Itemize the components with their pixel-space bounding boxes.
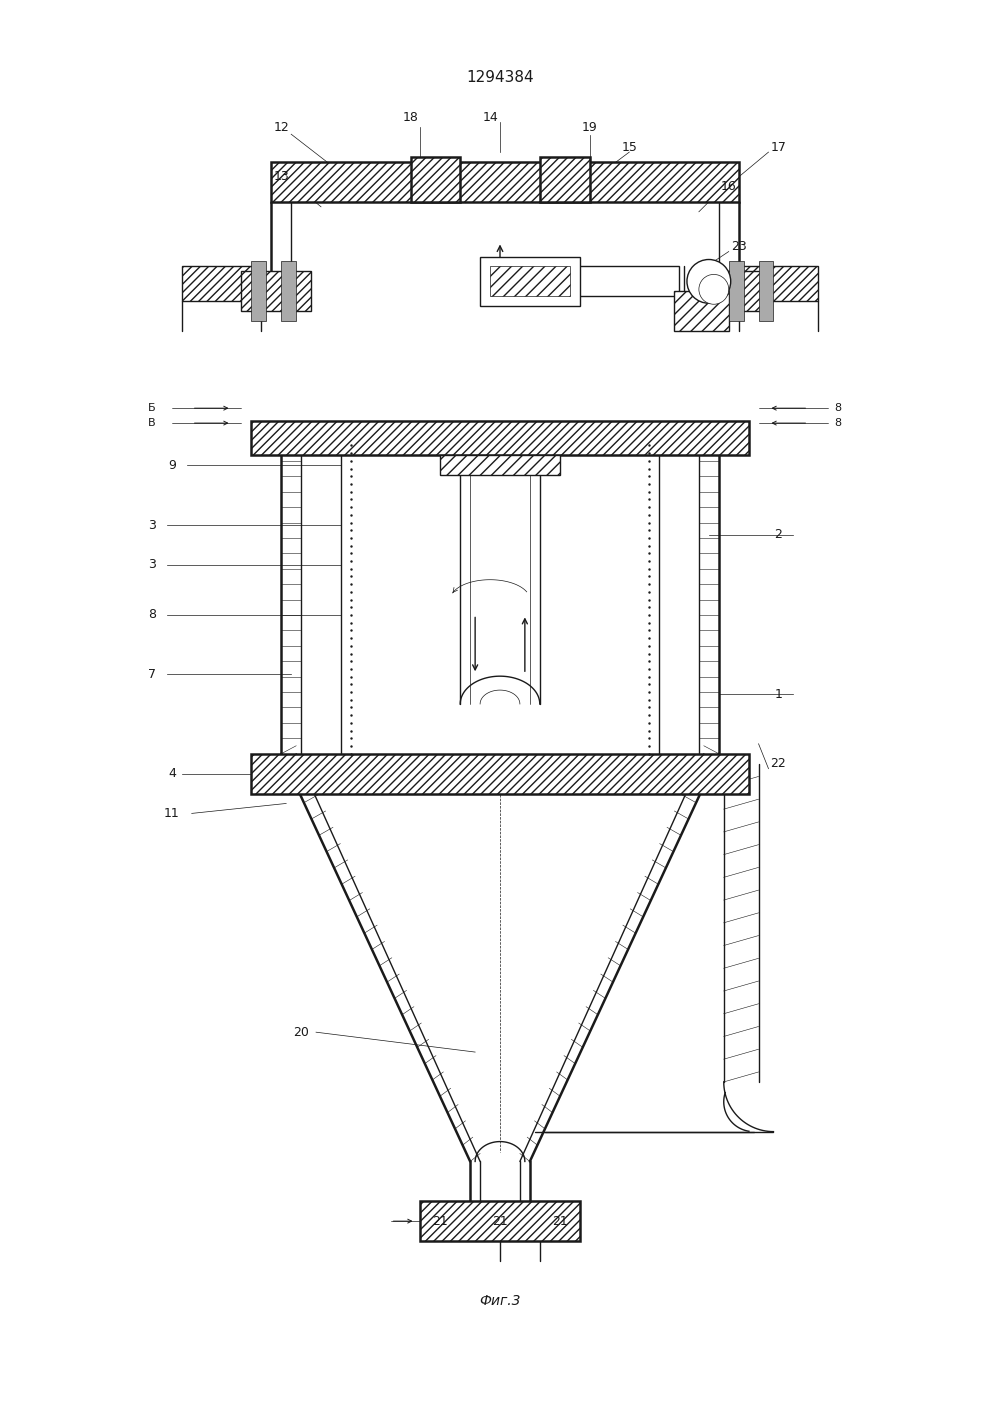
Bar bbox=[251, 262, 266, 321]
Text: 13: 13 bbox=[273, 171, 289, 184]
Bar bbox=[759, 262, 773, 321]
Text: 3: 3 bbox=[148, 519, 156, 532]
Text: 21: 21 bbox=[552, 1215, 568, 1227]
Bar bbox=[411, 157, 460, 202]
Bar bbox=[540, 157, 590, 202]
Circle shape bbox=[699, 274, 729, 304]
Text: 8: 8 bbox=[835, 419, 842, 428]
Text: 22: 22 bbox=[771, 756, 786, 771]
Bar bbox=[729, 262, 744, 321]
Text: 18: 18 bbox=[403, 110, 418, 124]
Bar bbox=[182, 266, 261, 301]
Text: 12: 12 bbox=[273, 120, 289, 134]
Text: 8: 8 bbox=[148, 608, 156, 621]
Text: 9: 9 bbox=[168, 460, 176, 472]
Bar bbox=[490, 266, 570, 297]
Bar bbox=[281, 262, 296, 321]
Text: 1294384: 1294384 bbox=[466, 71, 534, 85]
Text: Фиг.3: Фиг.3 bbox=[479, 1294, 521, 1308]
Text: 7: 7 bbox=[148, 667, 156, 680]
Circle shape bbox=[687, 260, 731, 303]
Text: 2: 2 bbox=[775, 529, 782, 542]
Text: 8: 8 bbox=[835, 403, 842, 413]
Bar bbox=[251, 754, 749, 793]
Text: 16: 16 bbox=[721, 181, 737, 194]
Bar bbox=[241, 271, 311, 311]
Bar bbox=[674, 291, 729, 331]
Text: В: В bbox=[148, 419, 156, 428]
Bar bbox=[535, 266, 679, 297]
Bar bbox=[739, 266, 818, 301]
Text: 1: 1 bbox=[775, 687, 782, 700]
Text: 4: 4 bbox=[168, 768, 176, 781]
Text: 11: 11 bbox=[164, 807, 180, 820]
Bar bbox=[271, 163, 739, 202]
Bar bbox=[480, 256, 580, 307]
Text: 21: 21 bbox=[492, 1215, 508, 1227]
Text: 14: 14 bbox=[482, 110, 498, 124]
Text: 15: 15 bbox=[621, 140, 637, 154]
Text: Б: Б bbox=[148, 403, 156, 413]
Bar bbox=[251, 420, 749, 455]
Text: 20: 20 bbox=[293, 1025, 309, 1039]
Text: 3: 3 bbox=[148, 559, 156, 571]
Bar bbox=[440, 455, 560, 475]
Text: 19: 19 bbox=[582, 120, 597, 134]
Text: 23: 23 bbox=[731, 240, 747, 253]
Text: 17: 17 bbox=[771, 140, 786, 154]
Text: 21: 21 bbox=[432, 1215, 448, 1227]
Bar bbox=[420, 1202, 580, 1241]
Bar bbox=[699, 271, 768, 311]
